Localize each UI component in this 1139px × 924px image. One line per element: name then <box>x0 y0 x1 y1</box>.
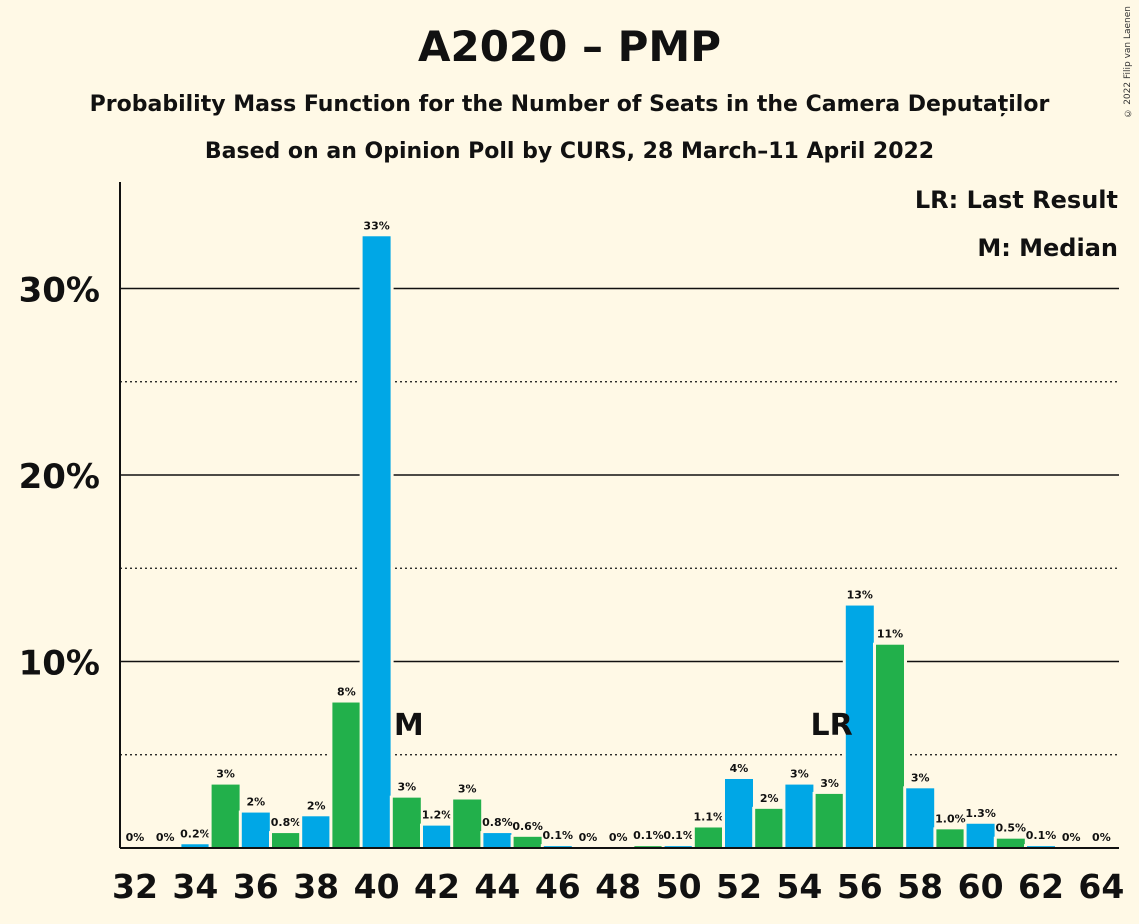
bar-seat-52 <box>725 778 753 848</box>
bar-seat-60 <box>966 823 995 848</box>
x-tick-label: 58 <box>897 867 943 906</box>
marker-lr: LR <box>810 708 852 743</box>
bar-seat-61 <box>996 838 1025 848</box>
bar-seat-56 <box>845 605 874 848</box>
y-tick-label: 30% <box>19 271 100 311</box>
bar-gap <box>631 844 666 848</box>
x-tick-label: 36 <box>233 867 279 906</box>
data-label: 3% <box>790 768 809 781</box>
data-label: 0.1% <box>1026 829 1057 842</box>
bar-seat-54 <box>785 784 814 848</box>
bar-seat-42 <box>423 825 451 848</box>
bar-seat-45 <box>513 836 542 848</box>
bar-seat-57 <box>876 644 904 848</box>
data-label: 11% <box>877 628 903 641</box>
data-label: 3% <box>458 783 477 796</box>
bar-seat-36 <box>241 812 270 848</box>
data-label: 1.2% <box>422 809 453 822</box>
data-label: 0.1% <box>633 829 664 842</box>
x-tick-label: 64 <box>1078 867 1124 906</box>
data-label: 4% <box>730 762 749 775</box>
x-tick-label: 62 <box>1018 867 1064 906</box>
data-label: 2% <box>760 792 779 805</box>
bar-seat-58 <box>906 788 935 848</box>
bar-seat-43 <box>453 799 482 848</box>
bar-seat-41 <box>392 797 421 848</box>
data-label: 0.1% <box>663 829 694 842</box>
x-tick-label: 48 <box>595 867 641 906</box>
data-label: 0.8% <box>271 816 302 829</box>
x-tick-label: 34 <box>172 867 218 906</box>
data-label: 0% <box>156 831 175 844</box>
data-label: 2% <box>246 796 265 809</box>
x-tick-label: 50 <box>656 867 702 906</box>
x-tick-label: 46 <box>535 867 581 906</box>
y-tick-label: 10% <box>19 644 100 684</box>
marker-m: M <box>394 708 424 743</box>
bar-gap <box>540 844 575 848</box>
data-label: 8% <box>337 686 356 699</box>
bar-gap <box>661 844 696 848</box>
data-label: 0% <box>1092 831 1111 844</box>
bar-seat-55 <box>815 793 844 848</box>
data-label: 0.1% <box>543 829 574 842</box>
bar-seat-40 <box>362 236 391 848</box>
data-label: 1.1% <box>694 810 725 823</box>
bar-seat-34 <box>181 844 210 848</box>
data-label: 33% <box>363 219 389 232</box>
x-tick-label: 40 <box>354 867 400 906</box>
bar-seat-38 <box>302 816 331 848</box>
x-tick-label: 32 <box>112 867 158 906</box>
bar-seat-53 <box>755 808 784 848</box>
bar-seat-59 <box>936 829 965 848</box>
data-label: 0.6% <box>512 820 543 833</box>
x-tick-label: 56 <box>837 867 883 906</box>
data-label: 2% <box>307 799 326 812</box>
data-label: 13% <box>847 589 873 602</box>
x-tick-label: 52 <box>716 867 762 906</box>
bar-seat-51 <box>694 827 723 848</box>
legend-median: M: Median <box>977 234 1118 262</box>
data-label: 3% <box>216 768 235 781</box>
x-tick-label: 42 <box>414 867 460 906</box>
chart-source: Based on an Opinion Poll by CURS, 28 Mar… <box>204 139 935 164</box>
legend-last-result: LR: Last Result <box>914 186 1118 214</box>
data-label: 0% <box>609 831 628 844</box>
data-label: 3% <box>911 771 930 784</box>
x-tick-label: 60 <box>958 867 1004 906</box>
data-label: 0.5% <box>996 822 1027 835</box>
data-label: 0% <box>1062 831 1081 844</box>
x-tick-label: 44 <box>474 867 520 906</box>
data-label: 3% <box>397 781 416 794</box>
data-label: 0.8% <box>482 816 513 829</box>
bar-seat-35 <box>211 784 240 848</box>
data-label: 1.0% <box>935 812 966 825</box>
data-label: 3% <box>820 777 839 790</box>
data-label: 0% <box>579 831 598 844</box>
x-tick-label: 38 <box>293 867 339 906</box>
bar-gap <box>1024 844 1058 848</box>
data-label: 1.3% <box>965 807 996 820</box>
x-tick-label: 54 <box>776 867 822 906</box>
chart-subtitle: Probability Mass Function for the Number… <box>89 92 1050 117</box>
data-label: 0% <box>126 831 145 844</box>
y-tick-label: 20% <box>19 457 100 497</box>
chart-title: A2020 – PMP <box>417 22 721 71</box>
bar-seat-44 <box>483 833 512 848</box>
data-label: 0.2% <box>180 827 211 840</box>
bar-seat-39 <box>332 702 361 848</box>
bar-seat-37 <box>272 833 300 848</box>
